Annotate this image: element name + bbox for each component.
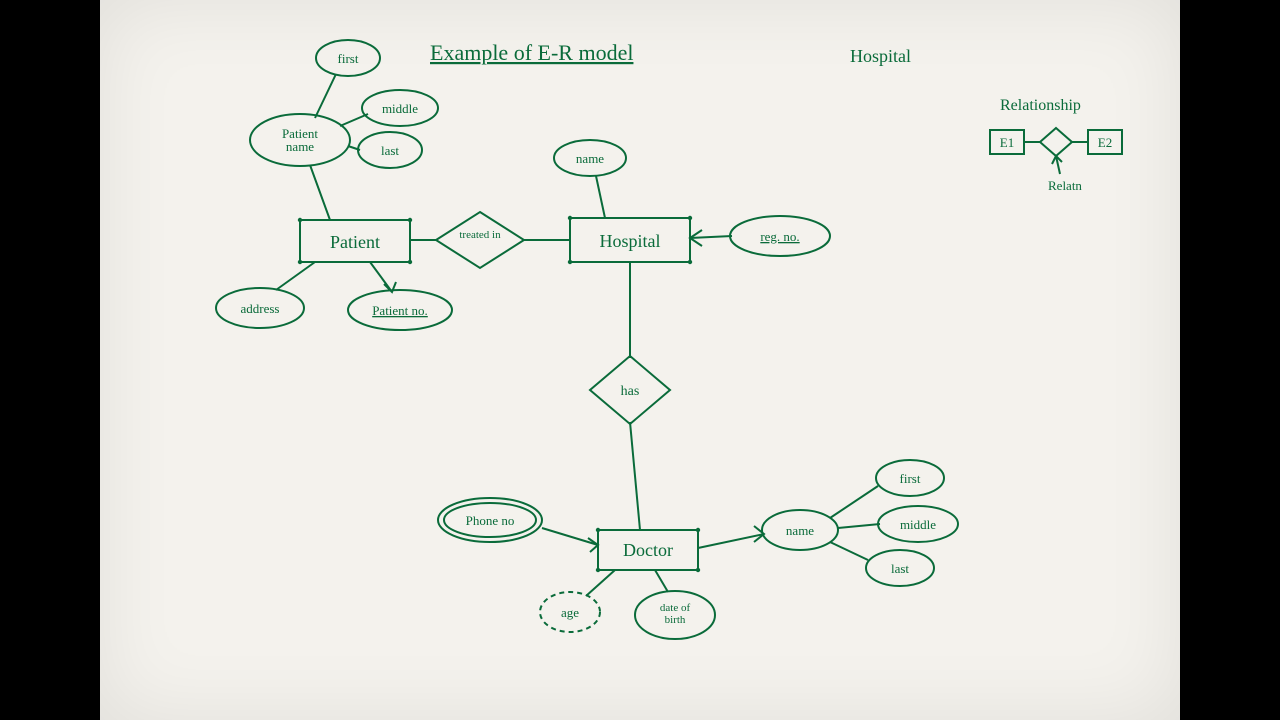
svg-text:E1: E1 [1000,135,1014,150]
svg-text:age: age [561,605,579,620]
entity-hospital: Hospital [570,218,690,262]
svg-text:Phone no: Phone no [466,513,515,528]
svg-text:last: last [381,143,399,158]
attr-phone-no: Phone no [438,498,542,542]
relationship-treated-in: treated in [436,212,524,268]
svg-text:Doctor: Doctor [623,540,673,560]
attr-reg-no: reg. no. [730,216,830,256]
er-diagram: Example of E-R model Hospital [100,0,1180,720]
svg-text:Patient no.: Patient no. [372,303,428,318]
svg-text:Patientname: Patientname [282,126,318,154]
svg-text:date ofbirth: date ofbirth [660,602,691,626]
svg-text:Relatn: Relatn [1048,178,1082,193]
attr-hospital-name: name [554,140,626,176]
attr-middle-2: middle [878,506,958,542]
svg-text:E2: E2 [1098,135,1112,150]
svg-text:first: first [900,471,921,486]
svg-text:last: last [891,561,909,576]
attr-age: age [540,592,600,632]
whiteboard-paper: Example of E-R model Hospital [100,0,1180,720]
attr-middle-1: middle [362,90,438,126]
svg-text:has: has [621,384,640,399]
entity-doctor: Doctor [598,530,698,570]
svg-text:name: name [576,151,604,166]
attr-last-1: last [358,132,422,168]
svg-text:address: address [241,301,280,316]
attr-first-1: first [316,40,380,76]
diagram-title: Example of E-R model [430,40,633,65]
top-right-label: Hospital [850,46,911,66]
legend-relationship: Relationship E1 E2 Relatn [990,97,1122,193]
svg-text:middle: middle [900,517,936,532]
attr-address: address [216,288,304,328]
relationship-has: has [590,356,670,424]
svg-text:Relationship: Relationship [1000,97,1081,114]
attr-patient-no: Patient no. [348,290,452,330]
svg-text:Patient: Patient [330,232,380,252]
svg-text:middle: middle [382,101,418,116]
svg-text:reg. no.: reg. no. [760,229,799,244]
svg-text:name: name [786,523,814,538]
attr-first-2: first [876,460,944,496]
attr-last-2: last [866,550,934,586]
svg-text:treated in: treated in [459,229,501,241]
attr-doctor-name: name [762,510,838,550]
attr-dob: date ofbirth [635,591,715,639]
entity-patient: Patient [300,220,410,262]
attr-patient-name: Patientname [250,114,350,166]
svg-text:Hospital: Hospital [600,231,661,251]
svg-text:first: first [338,51,359,66]
